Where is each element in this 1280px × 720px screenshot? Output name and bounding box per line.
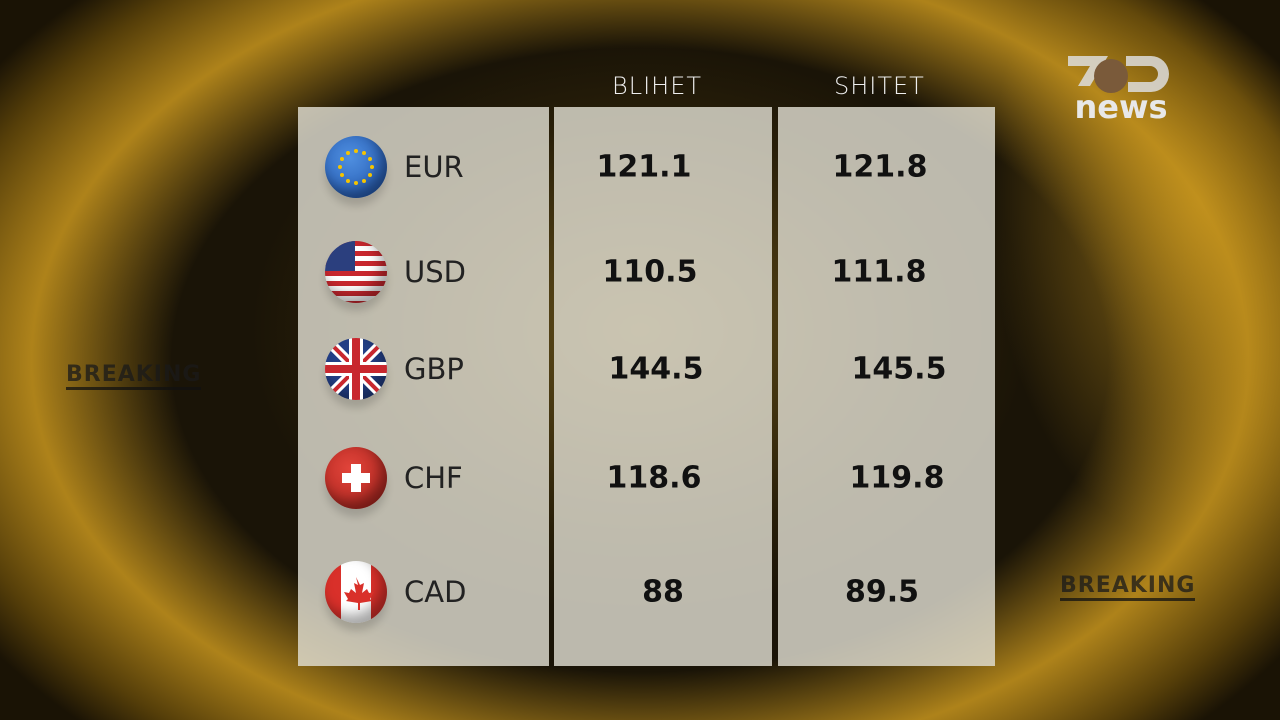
buy-rate-cad: 88: [642, 574, 684, 610]
sell-rate-eur: 121.8: [832, 149, 928, 185]
sell-rate-gbp: 145.5: [851, 351, 947, 387]
buy-column: 121.1 110.5 144.5 118.6 88: [554, 107, 772, 666]
uk-flag-icon: [325, 338, 387, 400]
buy-rate-chf: 118.6: [606, 460, 702, 496]
news-logo: news: [1066, 54, 1176, 126]
breaking-watermark: BREAKING: [1060, 573, 1196, 601]
buy-rate-gbp: 144.5: [608, 351, 704, 387]
svg-text:news: news: [1074, 88, 1167, 124]
ch-flag-icon: [325, 447, 387, 509]
ca-flag-icon: [325, 561, 387, 623]
sell-rate-chf: 119.8: [849, 460, 945, 496]
sell-rate-usd: 111.8: [831, 254, 927, 290]
buy-rate-usd: 110.5: [602, 254, 698, 290]
eu-flag-icon: [325, 136, 387, 198]
currency-code: CAD: [404, 575, 467, 609]
breaking-watermark: BREAKING: [66, 362, 202, 390]
sell-column: 121.8 111.8 145.5 119.8 89.5: [778, 107, 995, 666]
column-header-buy: BLIHET: [612, 72, 703, 100]
buy-rate-eur: 121.1: [596, 149, 692, 185]
sell-rate-cad: 89.5: [844, 574, 920, 610]
currency-code: CHF: [404, 461, 463, 495]
currency-column: EUR USD GBP CHF CAD: [298, 107, 549, 666]
column-header-sell: SHITET: [834, 72, 925, 100]
currency-code: EUR: [404, 150, 464, 184]
us-flag-icon: [325, 241, 387, 303]
currency-code: USD: [404, 255, 466, 289]
currency-code: GBP: [404, 352, 464, 386]
